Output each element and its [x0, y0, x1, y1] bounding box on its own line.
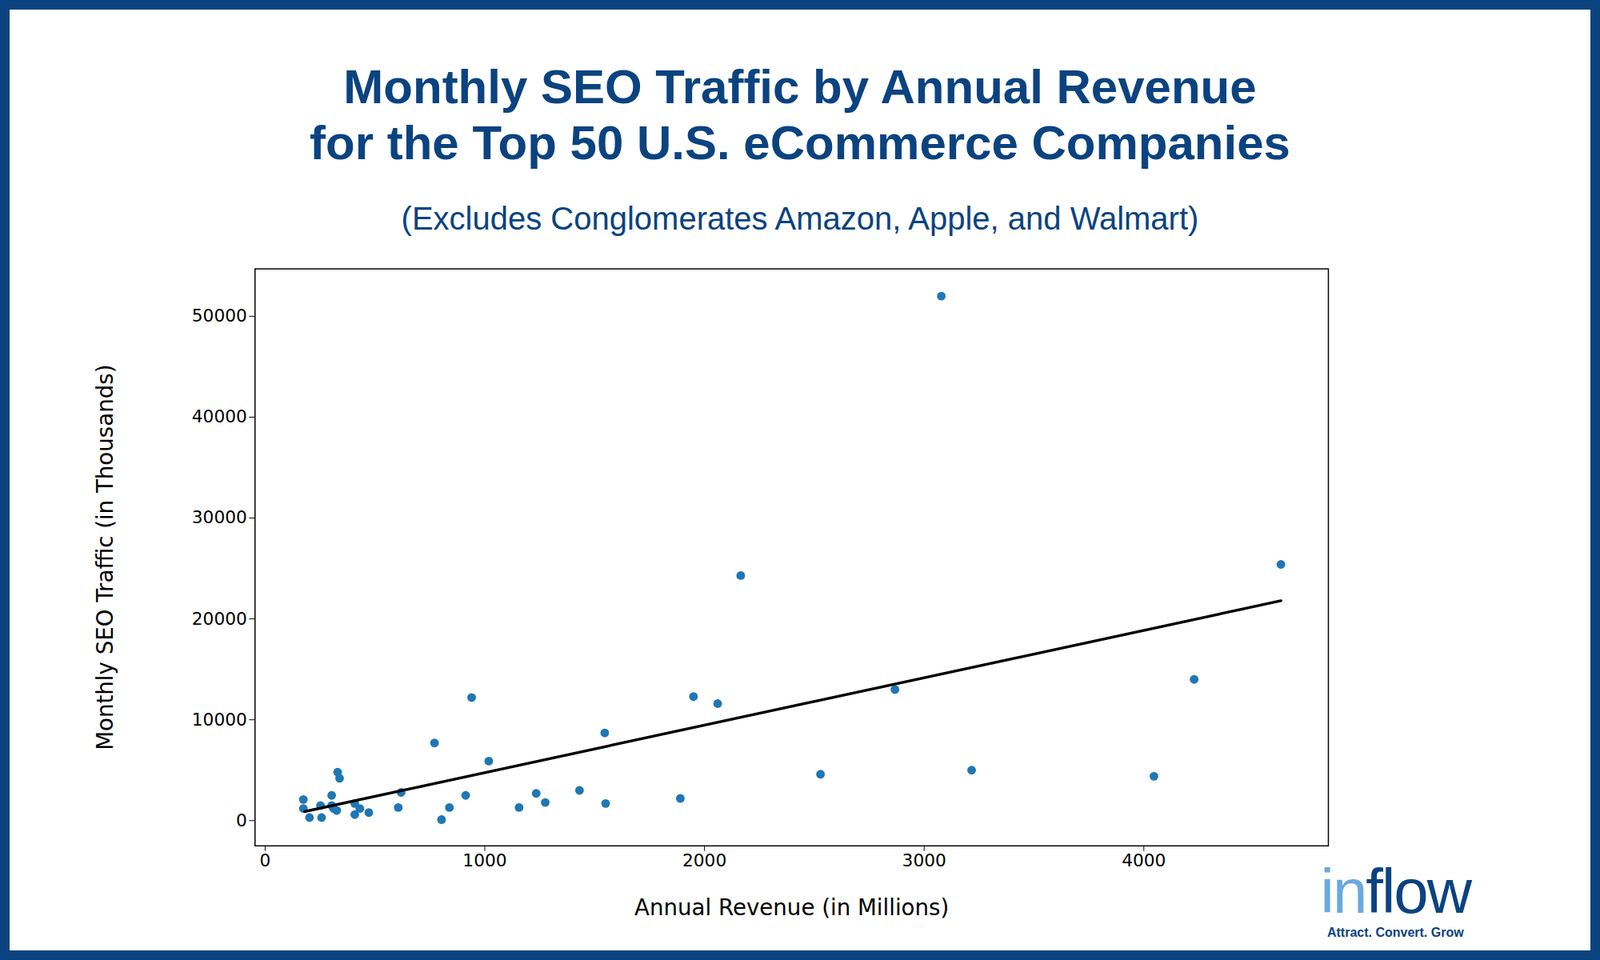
svg-text:40000: 40000 [192, 406, 248, 427]
svg-text:30000: 30000 [192, 507, 248, 528]
svg-text:Monthly SEO Traffic (in Thousa: Monthly SEO Traffic (in Thousands) [92, 364, 119, 751]
html-text:Monthly SEO Traffic by Annual: Monthly SEO Traffic by Annual Revenue fo… [309, 60, 1291, 170]
svg-text:0: 0 [236, 810, 248, 831]
svg-text:1000: 1000 [462, 850, 507, 871]
html-text:Attract. Convert. Grow: Attract. Convert. Grow [1327, 925, 1464, 940]
html-text:in flow: in flow [1320, 856, 1471, 927]
svg-text:3000: 3000 [902, 850, 947, 871]
svg-text:2000: 2000 [682, 850, 727, 871]
svg-text:0: 0 [259, 850, 271, 871]
svg-text:10000: 10000 [192, 709, 248, 730]
svg-text:Annual Revenue (in Millions): Annual Revenue (in Millions) [634, 894, 949, 921]
svg-text:50000: 50000 [192, 305, 248, 326]
svg-text:4000: 4000 [1121, 850, 1166, 871]
svg-text:20000: 20000 [192, 608, 248, 629]
html-text:(Excludes Conglomerates Amazon: (Excludes Conglomerates Amazon, Apple, a… [401, 200, 1199, 236]
